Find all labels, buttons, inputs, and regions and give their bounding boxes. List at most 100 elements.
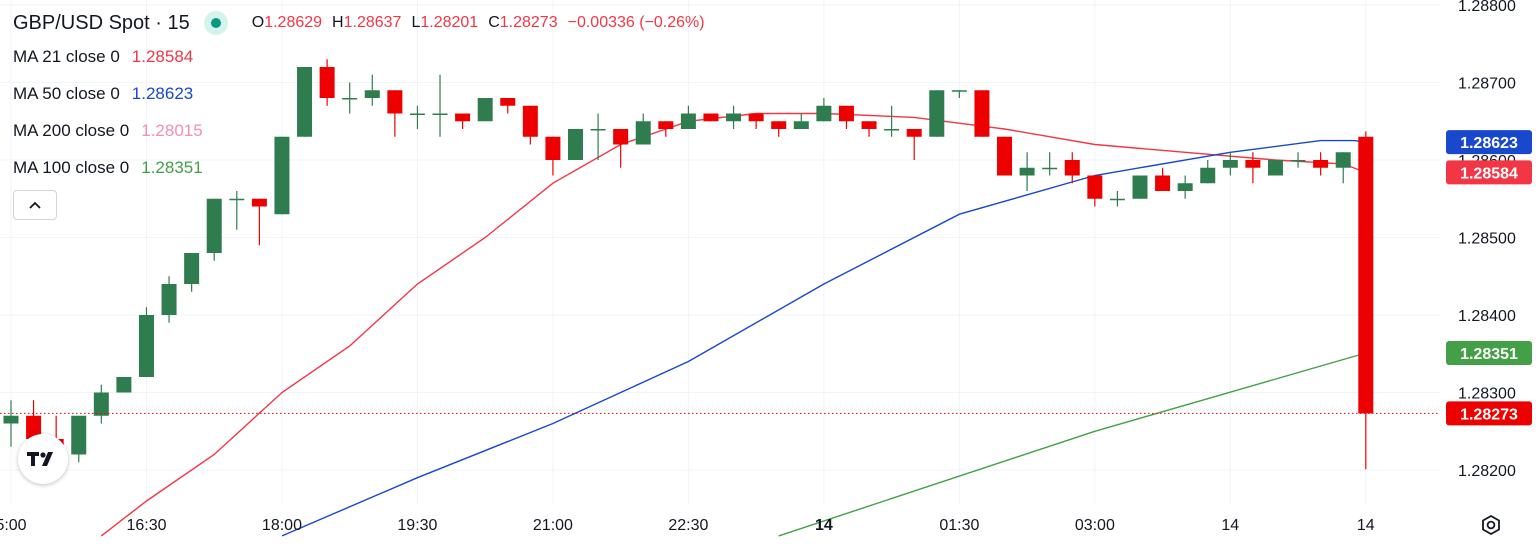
candle[interactable] (726, 105, 742, 129)
candle[interactable] (793, 113, 809, 130)
candle[interactable] (1087, 175, 1103, 207)
candle[interactable] (342, 82, 358, 114)
candle[interactable] (184, 253, 200, 292)
candle[interactable] (816, 98, 832, 122)
candle[interactable] (409, 105, 425, 129)
candle[interactable] (229, 191, 245, 230)
candle-body (748, 113, 764, 122)
ma-50-legend[interactable]: MA 50 close 0 1.28623 (13, 75, 705, 112)
candle[interactable] (590, 113, 606, 161)
candle[interactable] (1335, 152, 1351, 184)
ma50-line (281, 139, 1366, 537)
candle[interactable] (3, 400, 19, 447)
ma-100-legend[interactable]: MA 100 close 0 1.28351 (13, 149, 705, 186)
candle[interactable] (748, 113, 764, 130)
candle-body (409, 113, 425, 115)
candle[interactable] (1019, 152, 1035, 191)
candle[interactable] (364, 74, 380, 106)
ma-200-label: MA 200 close 0 (13, 120, 130, 140)
chevron-up-icon (29, 201, 41, 209)
candle[interactable] (929, 90, 945, 137)
candle[interactable] (635, 113, 651, 145)
candle-body (1109, 198, 1125, 201)
candle[interactable] (1109, 191, 1125, 207)
candle-body (861, 121, 877, 129)
candle[interactable] (161, 276, 177, 323)
candle-body (726, 113, 742, 122)
candle-body (71, 415, 87, 455)
axis-price-label: 1.28351 (1446, 340, 1532, 365)
candle[interactable] (1042, 152, 1058, 176)
candle[interactable] (116, 377, 132, 393)
candle-body (251, 198, 267, 207)
price-label-bg (1446, 160, 1532, 185)
collapse-legend-button[interactable] (13, 190, 57, 220)
x-tick-label: 03:00 (1075, 517, 1115, 534)
price-label-text: 1.28623 (1460, 135, 1518, 152)
ohlc-values: O1.28629 H1.28637 L1.28201 C1.28273 −0.0… (252, 14, 705, 32)
candle[interactable] (658, 121, 674, 137)
candle-body (1019, 167, 1035, 176)
candle[interactable] (974, 90, 990, 137)
symbol-header: GBP/USD Spot · 15 O1.28629 H1.28637 L1.2… (13, 8, 705, 38)
candle[interactable] (951, 90, 967, 98)
candle[interactable] (1064, 152, 1080, 184)
candle[interactable] (387, 90, 403, 137)
candle[interactable] (545, 136, 561, 176)
x-tick-label: 16:30 (126, 517, 166, 534)
candle[interactable] (1222, 152, 1238, 176)
candle[interactable] (1245, 152, 1261, 184)
candle[interactable] (138, 307, 154, 377)
symbol-title[interactable]: GBP/USD Spot · 15 (13, 11, 190, 34)
candle[interactable] (1358, 131, 1374, 470)
candle[interactable] (206, 198, 222, 261)
candle[interactable] (500, 98, 516, 114)
candle[interactable] (455, 113, 471, 130)
candle[interactable] (522, 105, 538, 145)
candle-body (568, 129, 583, 160)
candle-body (793, 121, 809, 129)
candle[interactable] (477, 98, 493, 122)
candle[interactable] (997, 136, 1013, 176)
candle-body (1245, 160, 1261, 168)
candle-body (1200, 167, 1216, 184)
candle[interactable] (613, 129, 629, 168)
candle-body (319, 67, 335, 98)
low-value: 1.28201 (420, 14, 479, 31)
x-tick-label: 18:00 (262, 517, 302, 534)
candle[interactable] (1200, 160, 1216, 184)
candle[interactable] (93, 384, 109, 424)
candle-body (477, 98, 493, 122)
candle[interactable] (771, 121, 787, 137)
candle[interactable] (568, 129, 583, 160)
candle[interactable] (71, 415, 87, 463)
candle-body (771, 121, 787, 129)
candle[interactable] (1267, 160, 1283, 176)
candle-body (26, 415, 42, 439)
candle[interactable] (1177, 175, 1193, 199)
candle[interactable] (432, 74, 448, 137)
candle[interactable] (1132, 175, 1148, 199)
candle[interactable] (1155, 167, 1171, 191)
ma-21-legend[interactable]: MA 21 close 0 1.28584 (13, 38, 705, 75)
x-tick-label: 21:00 (533, 517, 573, 534)
candle[interactable] (1313, 152, 1329, 176)
x-tick-label: 22:30 (668, 517, 708, 534)
candle-body (1358, 136, 1374, 414)
candle[interactable] (838, 105, 854, 129)
ma-200-legend[interactable]: MA 200 close 0 1.28015 (13, 112, 705, 149)
candle-body (206, 198, 222, 253)
candle[interactable] (703, 113, 719, 122)
candle[interactable] (884, 105, 900, 137)
candle[interactable] (680, 105, 696, 129)
candle[interactable] (1290, 152, 1306, 168)
candle[interactable] (274, 136, 290, 215)
candle[interactable] (906, 129, 922, 160)
gear-icon[interactable] (1478, 512, 1504, 538)
candle[interactable] (861, 121, 877, 137)
tradingview-logo[interactable] (18, 434, 68, 484)
candle[interactable] (297, 67, 313, 137)
candle[interactable] (251, 198, 267, 246)
candle[interactable] (319, 59, 335, 106)
